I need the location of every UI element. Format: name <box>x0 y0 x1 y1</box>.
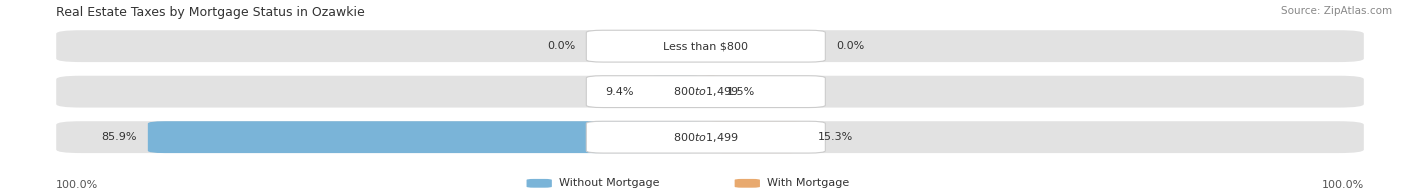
FancyBboxPatch shape <box>56 121 1364 153</box>
FancyBboxPatch shape <box>734 179 759 188</box>
Text: 85.9%: 85.9% <box>101 132 136 142</box>
Text: With Mortgage: With Mortgage <box>768 178 849 188</box>
FancyBboxPatch shape <box>527 179 551 188</box>
Text: 100.0%: 100.0% <box>1322 180 1364 190</box>
Text: 9.4%: 9.4% <box>605 87 634 97</box>
Text: 1.5%: 1.5% <box>727 87 755 97</box>
Text: Source: ZipAtlas.com: Source: ZipAtlas.com <box>1281 6 1392 16</box>
FancyBboxPatch shape <box>56 30 1364 62</box>
Text: Real Estate Taxes by Mortgage Status in Ozawkie: Real Estate Taxes by Mortgage Status in … <box>56 6 366 19</box>
FancyBboxPatch shape <box>56 76 1364 108</box>
Text: 0.0%: 0.0% <box>547 41 575 51</box>
Text: Without Mortgage: Without Mortgage <box>560 178 659 188</box>
Text: 100.0%: 100.0% <box>56 180 98 190</box>
FancyBboxPatch shape <box>706 121 807 153</box>
Text: 15.3%: 15.3% <box>818 132 853 142</box>
FancyBboxPatch shape <box>586 30 825 62</box>
FancyBboxPatch shape <box>586 121 825 153</box>
Text: $800 to $1,499: $800 to $1,499 <box>673 85 738 98</box>
FancyBboxPatch shape <box>645 76 706 108</box>
FancyBboxPatch shape <box>699 76 723 108</box>
FancyBboxPatch shape <box>148 121 706 153</box>
Text: Less than $800: Less than $800 <box>664 41 748 51</box>
FancyBboxPatch shape <box>586 76 825 108</box>
Text: $800 to $1,499: $800 to $1,499 <box>673 131 738 144</box>
Text: 0.0%: 0.0% <box>837 41 865 51</box>
